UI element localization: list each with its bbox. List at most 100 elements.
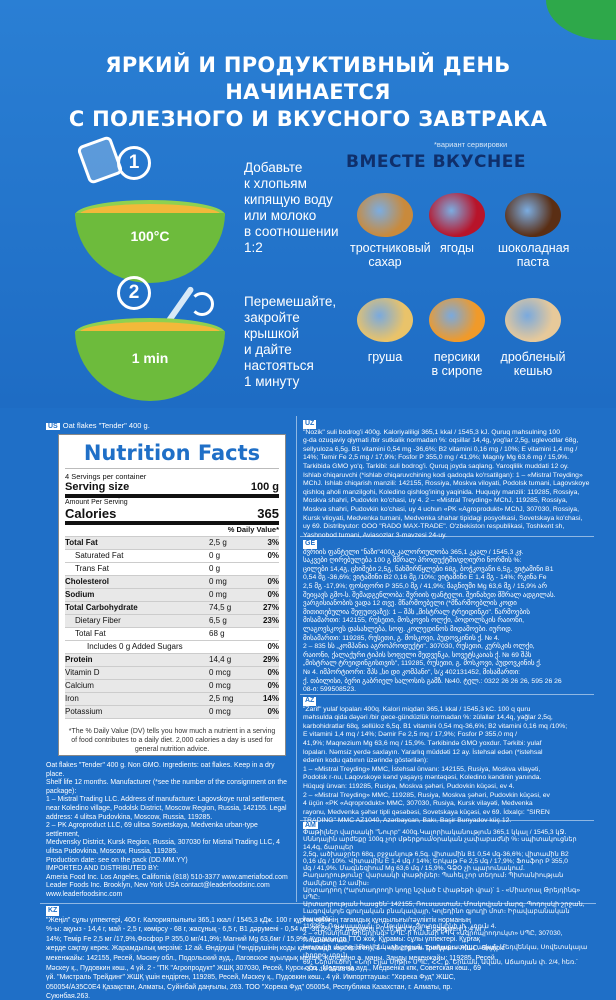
topping-label-line: сахар	[368, 255, 402, 269]
us-text-line: www.leaderfoodsinc.com	[46, 890, 123, 898]
nutrient-row: Sodium 0 mg 0%	[65, 589, 279, 602]
nutrient-row: Total Fat 68 g	[65, 628, 279, 641]
az-text-line: 41,9%; Maqnezium Mg 63,6 mq / 15,9%. Tər…	[303, 739, 542, 747]
serving-note: *вариант сервировки	[434, 140, 508, 149]
ge-text-line: მისამართი: 119285, რუსეთი, გ. მოსკოვი, პ…	[303, 634, 500, 642]
ge-text-line: „მისტრალ ტრეიდინგისთვის", 119285, რუსეთი…	[303, 660, 542, 668]
uz-text-line: Moskva shahri, Pudovkin ko'chasi, uy 4. …	[303, 497, 568, 505]
nutrition-footnote: *The % Daily Value (DV) tells you how mu…	[68, 728, 276, 753]
nutrient-daily-value: 0%	[267, 590, 279, 599]
topping-label-line: паста	[516, 255, 550, 269]
topping-pear: груша	[350, 298, 420, 364]
nutrient-label: Saturated Fat	[75, 551, 124, 560]
step-2-line: настояться	[244, 358, 314, 373]
topping-label: персики в сиропе	[422, 350, 492, 378]
step-temperature: 100°C	[130, 228, 170, 244]
ge-text-line: რაიონი, ქალაქური ტიპის სოფელი მედვენკა, …	[303, 651, 532, 659]
kz-text-line: жерде сақтау керек. Жарамдылық мерзімі: …	[46, 945, 505, 953]
kz-lines: "Жеңіл" сұлы үлпектері, 400 г. Калориялы…	[46, 916, 596, 1000]
uz-text-line: 14%; Temir Fe 2,5 mg / 17,9%; Fosfor P 3…	[303, 454, 570, 462]
uz-text-line: qishloq aholi manzilgohi, Koledino qishl…	[303, 488, 580, 496]
az-text-line: karbohidratlar 68q, sellüloz 6,5q. B1 vi…	[303, 722, 568, 730]
step-2-line: 1 минуту	[244, 374, 300, 389]
az-text-line: rayonu, Medvenka şəhər tipli qəsəbəsi, S…	[303, 808, 550, 816]
nutrient-amount: 0 mcg	[209, 707, 231, 716]
am-text-line: Կուրսկի մարզ, Մեդվենկայի շրջան, քաղաքատի…	[303, 944, 588, 959]
uz-text-line: Kursk viloyati, Medvenka tumani, Medvenk…	[303, 514, 583, 522]
uz-text-line: MChJ. Ishlab chiqarish manzili: 142155, …	[303, 480, 590, 488]
nutrient-amount: 0 mcg	[209, 681, 231, 690]
az-text-line: E vitamini 1,4 mq / 14%; Dəmir Fe 2,5 mq…	[303, 731, 518, 739]
amount-per-serving: Amount Per Serving	[65, 499, 128, 506]
nutrient-daily-value: 0%	[267, 681, 279, 690]
servings-per-container: 4 Servings per container	[65, 472, 147, 481]
topping-label: груша	[350, 350, 420, 364]
ge-lines: შვრიის ფანტელი "ნაზი"400გ.კალორიულობა 36…	[303, 549, 593, 695]
ge-text-line: 2,5 მგ -17,9%; ფოსფორი P 355,0 მგ / 41,9…	[303, 582, 547, 590]
section-divider	[300, 694, 594, 695]
nutrient-row: Calcium 0 mcg 0%	[65, 680, 279, 693]
az-text-line: 1 – «Mistral Treyding» MMC, İstehsal ünv…	[303, 765, 541, 773]
topping-cane-sugar: тростниковый сахар	[350, 193, 431, 269]
topping-label-line: дробленый	[500, 350, 566, 364]
am-text-line: մգ / 41,9%. Մագնեզիում Mg 63,6 մգ / 15,9…	[303, 865, 525, 873]
ge-text-line: ცილები 14,4გ, ცხიმები 2,5გ, ნახშირწყლები…	[303, 565, 554, 573]
peaches-icon	[429, 298, 485, 342]
am-text-line: Բաղադրությունը՝ վարսակի փաթիլներ։ Պահել …	[303, 872, 564, 887]
topping-label: шоколадная паста	[498, 241, 569, 269]
topping-label-line: кешью	[513, 364, 553, 378]
nutrient-daily-value: 0%	[267, 551, 279, 560]
am-text-line: 2,5գ, ածխաջրեր 68գ, բջջանյութ 6,5գ. վիտա…	[303, 850, 569, 858]
ge-text-line: 08-ი: 599508523.	[303, 686, 357, 694]
nutrient-amount: 2,5 g	[209, 538, 227, 547]
topping-label-line: груша	[367, 350, 403, 364]
az-product-text: AZ "Zarif" yulaf lopaları 400q. Kalori mi…	[303, 697, 593, 826]
nutrient-label: Sodium	[65, 590, 95, 599]
nutrition-facts-panel: Nutrition Facts 4 Servings per container…	[58, 434, 286, 756]
am-lines: Փաթիլներ վարսակի "Նուրբ" 400գ.Կալորիական…	[303, 829, 593, 973]
am-text-line: Արտադրության հասցեն՝ 142155, Ռուսաստան, …	[303, 901, 585, 909]
nutrient-amount: 0 mcg	[209, 668, 231, 677]
ge-text-line: № 4. იმპორტიორი: შპს „სი დი კომპანი", ს/…	[303, 668, 521, 676]
topping-label-line: персики	[433, 350, 481, 364]
nutrient-amount: 0 mg	[209, 577, 227, 586]
us-text-line: 2 – PK Agroproduct LLC, 69 ulitsa Sovets…	[46, 822, 258, 838]
nutrient-label: Potassium	[65, 707, 103, 716]
lang-tag-kz: KZ	[46, 906, 60, 916]
az-lines: "Zarif" yulaf lopaları 400q. Kalori miqd…	[303, 706, 593, 826]
nutrient-row: Total Fat 2,5 g 3%	[65, 537, 279, 550]
nutrient-label: Vitamin D	[65, 668, 100, 677]
us-text-line: ulitsa Pudovkina, Moscow, Russia, 119285…	[46, 847, 179, 855]
headline-line-1: ЯРКИЙ И ПРОДУКТИВНЫЙ ДЕНЬ НАЧИНАЕТСЯ	[105, 53, 511, 104]
us-text-line: Oat flakes "Tender" 400 g. Non GMO. Ingr…	[46, 762, 275, 778]
nutrient-daily-value: 0%	[267, 707, 279, 716]
nutrient-row: Iron 2,5 mg 14%	[65, 693, 279, 706]
uz-text-line: Ishlab chiqaruvchi (*ishlab chiqaruvchin…	[303, 471, 583, 479]
nutrient-amount: 2,5 mg	[209, 694, 234, 703]
nutrient-daily-value: 0%	[267, 577, 279, 586]
nutrient-row: Potassium 0 mcg 0%	[65, 706, 279, 719]
nutrient-amount: 74,5 g	[209, 603, 232, 612]
am-text-line: 69։ Ներմուծող՝ «Նոր Էլլա Սիթի» ՍՊԸ, ՀՀ, …	[303, 958, 578, 974]
ge-text-line: ქ. თბილისი, ბერი გაბრიელ სალოსის გამზ. №…	[303, 677, 562, 685]
topping-label: дробленый кешью	[498, 350, 568, 378]
step-1-line: 1:2	[244, 240, 263, 255]
topping-label: тростниковый сахар	[350, 241, 431, 269]
section-divider	[40, 903, 596, 904]
uz-text-line: Tarkibida GMO yo'q. Tarkibi: suli bodrog…	[303, 462, 569, 470]
nutrient-label: Iron	[65, 694, 79, 703]
nutrient-label: Total Fat	[75, 629, 106, 638]
step-1-line: Добавьте	[244, 160, 303, 175]
lang-tag-am: AM	[303, 822, 318, 830]
ge-text-line: 2 – 835 სს „კომპანია აგროპროდუქტი". 3070…	[303, 643, 535, 651]
nutrient-amount: 0 g	[209, 564, 221, 573]
nutrient-label: Total Carbohydrate	[65, 603, 138, 612]
ge-text-line: 0,54 მგ -36,6%; ვიტამინი B2 0,16 მგ /10%…	[303, 574, 547, 582]
nutrient-daily-value: 3%	[267, 538, 279, 547]
topping-berries: ягоды	[422, 193, 492, 255]
step-2-text: Перемешайте, закройте крышкой и дайте на…	[244, 294, 336, 390]
chocolate-paste-icon	[505, 193, 561, 237]
kz-text-line: мекенжайы: 142155, Ресей, Мәскеу обл., П…	[46, 954, 497, 962]
nutrient-label: Calcium	[65, 681, 94, 690]
topping-cashew: дробленый кешью	[498, 298, 568, 378]
